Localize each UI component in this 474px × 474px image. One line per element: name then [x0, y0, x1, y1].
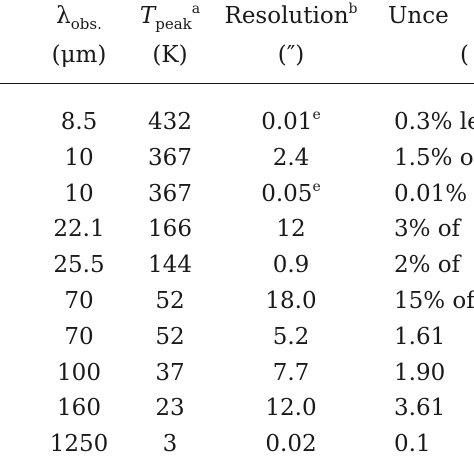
row-wavelength: 10	[64, 145, 94, 171]
row-uncertainty: 0.3% le	[372, 109, 474, 135]
row-uncertainty-text: 1.5% of	[394, 145, 474, 171]
header-col2-subscript: peak	[155, 15, 192, 33]
row-uncertainty-text: 15% of	[394, 288, 474, 314]
row-resolution-value: 0.02	[265, 431, 317, 457]
row-resolution-value: 2.4	[272, 145, 310, 171]
row-resolution-note: e	[312, 107, 321, 123]
row-temperature: 23	[155, 395, 185, 421]
header-col1-subscript: obs.	[70, 15, 102, 33]
row-uncertainty: 1.61	[372, 324, 474, 350]
row-temperature: 367	[148, 181, 192, 207]
row-resolution: 5.2	[220, 324, 362, 350]
row-uncertainty-text: 1.90	[394, 360, 446, 386]
row-uncertainty-text: 0.3% le	[394, 109, 474, 135]
row-resolution-note: e	[312, 179, 321, 195]
row-uncertainty-text: 0.01% l	[394, 181, 474, 207]
row-wavelength: 160	[57, 395, 101, 421]
header-col4-unit: (	[372, 42, 474, 68]
row-resolution: 0.01e	[220, 107, 362, 135]
row-uncertainty: 1.90	[372, 360, 474, 386]
header-col1-symbol: λ	[56, 3, 71, 29]
row-resolution: 18.0	[220, 288, 362, 314]
row-resolution: 0.02	[220, 431, 362, 457]
row-temperature: 144	[148, 252, 192, 278]
row-uncertainty: 0.1	[372, 431, 474, 457]
row-temperature: 432	[148, 109, 192, 135]
row-uncertainty-text: 1.61	[394, 324, 446, 350]
header-col3-superscript: b	[348, 1, 358, 17]
row-uncertainty: 3% of	[372, 216, 474, 242]
row-wavelength: 100	[57, 360, 101, 386]
header-rule	[0, 83, 474, 84]
row-uncertainty: 3.61	[372, 395, 474, 421]
row-resolution-value: 0.9	[272, 252, 310, 278]
row-resolution-value: 5.2	[272, 324, 310, 350]
row-resolution: 2.4	[220, 145, 362, 171]
row-resolution-value: 7.7	[272, 360, 310, 386]
header-col2-symbol: T	[139, 3, 156, 29]
row-wavelength: 1250	[49, 431, 109, 457]
row-resolution: 7.7	[220, 360, 362, 386]
row-wavelength: 25.5	[53, 252, 105, 278]
row-temperature: 166	[148, 216, 192, 242]
header-col2-superscript: a	[191, 1, 201, 17]
row-temperature: 3	[162, 431, 178, 457]
row-resolution-value: 0.01	[261, 109, 313, 135]
row-resolution-value: 0.05	[261, 181, 313, 207]
header-col4-unit-text: (	[460, 42, 469, 68]
row-resolution-value: 18.0	[265, 288, 317, 314]
row-uncertainty: 1.5% of	[372, 145, 474, 171]
header-col3-unit: (″)	[277, 42, 305, 68]
row-temperature: 367	[148, 145, 192, 171]
row-resolution: 12.0	[220, 395, 362, 421]
row-resolution-value: 12.0	[265, 395, 317, 421]
row-resolution: 12	[220, 216, 362, 242]
header-col3-text: Resolution	[224, 3, 349, 29]
row-wavelength: 22.1	[53, 216, 105, 242]
row-uncertainty-text: 2% of	[394, 252, 461, 278]
header-col4: Unce	[372, 3, 474, 29]
row-uncertainty: 0.01% l	[372, 181, 474, 207]
header-col1: λobs.	[35, 3, 123, 32]
row-resolution-value: 12	[276, 216, 306, 242]
row-wavelength: 70	[64, 288, 94, 314]
row-temperature: 52	[155, 288, 185, 314]
row-uncertainty-text: 3.61	[394, 395, 446, 421]
header-col2: Tpeaka	[126, 1, 214, 32]
row-wavelength: 70	[64, 324, 94, 350]
row-uncertainty: 15% of	[372, 288, 474, 314]
row-uncertainty-text: 3% of	[394, 216, 461, 242]
row-resolution: 0.05e	[220, 179, 362, 207]
row-wavelength: 10	[64, 181, 94, 207]
row-wavelength: 8.5	[60, 109, 98, 135]
row-temperature: 52	[155, 324, 185, 350]
header-col2-unit: (K)	[152, 42, 188, 68]
row-temperature: 37	[155, 360, 185, 386]
row-uncertainty-text: 0.1	[394, 431, 431, 457]
header-col4-text: Unce	[388, 3, 449, 29]
header-col1-unit: (μm)	[51, 42, 107, 68]
row-uncertainty: 2% of	[372, 252, 474, 278]
header-col3: Resolutionb	[220, 1, 362, 29]
row-resolution: 0.9	[220, 252, 362, 278]
